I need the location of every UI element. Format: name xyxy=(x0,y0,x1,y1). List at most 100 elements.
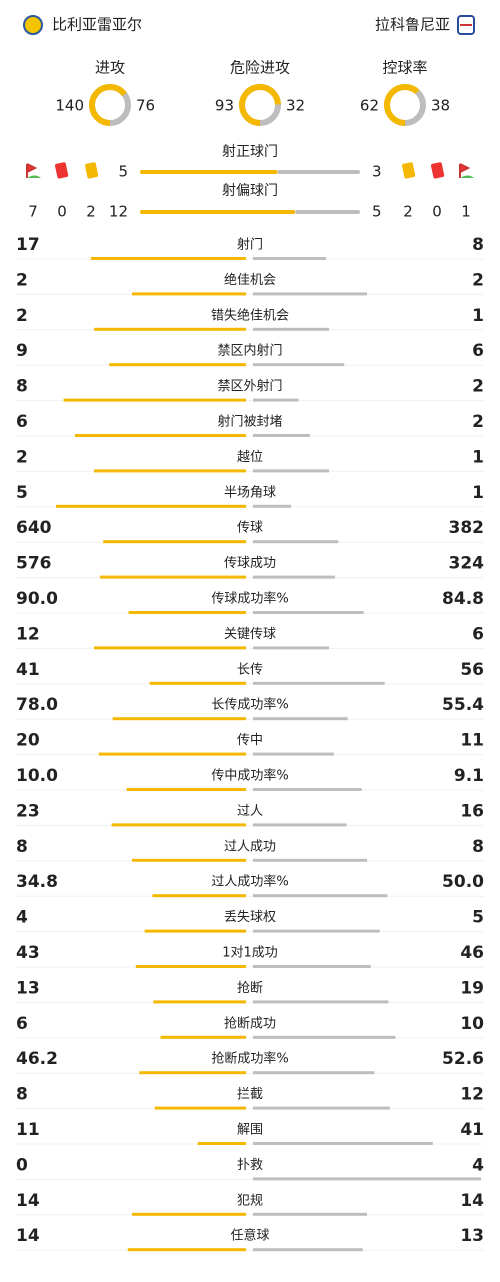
stat-name: 越位 xyxy=(237,450,263,465)
home-value: 20 xyxy=(16,731,40,751)
home-bar xyxy=(94,646,246,650)
home-team: 比利亚雷亚尔 xyxy=(52,16,142,34)
away-bar xyxy=(253,434,310,437)
home-bar xyxy=(197,1142,246,1145)
home-bar xyxy=(132,1212,246,1216)
home-value: 41 xyxy=(16,660,40,680)
red-card-icon xyxy=(55,162,69,179)
away-value: 52.6 xyxy=(442,1049,484,1069)
ring-home xyxy=(384,84,426,126)
home-value: 5 xyxy=(16,483,28,503)
shot-away-value: 5 xyxy=(372,203,382,221)
stat-name: 禁区内射门 xyxy=(217,343,282,359)
away-bar xyxy=(253,540,339,544)
away-value: 56 xyxy=(460,660,484,680)
away-bar xyxy=(253,823,347,827)
ring-away-value: 38 xyxy=(431,97,450,115)
home-value: 17 xyxy=(16,235,40,255)
home-value: 0 xyxy=(16,1155,28,1175)
stat-name: 任意球 xyxy=(230,1228,269,1244)
home-value: 14 xyxy=(16,1226,40,1246)
home-bar xyxy=(75,434,246,437)
ring-home xyxy=(89,84,131,126)
home-bar xyxy=(149,681,246,685)
stat-name: 抢断成功率% xyxy=(211,1051,288,1067)
card-count: 7 xyxy=(28,203,38,221)
stat-name: 长传 xyxy=(237,662,263,677)
home-value: 576 xyxy=(16,554,52,574)
away-bar xyxy=(253,1248,363,1252)
away-icons xyxy=(402,162,474,179)
yellow-card-icon xyxy=(402,162,416,179)
ring-title: 控球率 xyxy=(382,59,427,77)
stat-name: 过人成功率% xyxy=(211,874,288,890)
stat-name: 扑救 xyxy=(237,1157,263,1173)
away-bar xyxy=(253,752,334,756)
stat-name: 长传成功率% xyxy=(211,697,288,713)
stat-name: 传球成功 xyxy=(224,556,276,571)
home-value: 2 xyxy=(16,447,28,467)
home-bar xyxy=(126,788,246,791)
stat-name: 关键传球 xyxy=(224,627,276,642)
card-count: 2 xyxy=(403,203,413,221)
shot-home-value: 5 xyxy=(118,163,128,181)
home-bar xyxy=(103,540,247,544)
stat-name: 犯规 xyxy=(237,1193,263,1208)
home-value: 11 xyxy=(16,1120,40,1140)
home-bar xyxy=(135,965,246,968)
away-value: 12 xyxy=(460,1085,484,1105)
home-value: 23 xyxy=(16,801,40,821)
away-bar xyxy=(253,292,367,296)
home-bar xyxy=(94,327,246,331)
yellow-card-icon xyxy=(85,162,99,179)
away-value: 9.1 xyxy=(454,766,484,786)
stat-name: 绝佳机会 xyxy=(224,272,276,288)
ring-home-value: 62 xyxy=(360,97,379,115)
card-count: 0 xyxy=(57,203,67,221)
ring-away-value: 32 xyxy=(286,97,305,115)
home-value: 46.2 xyxy=(16,1049,58,1069)
stat-name: 射门被封堵 xyxy=(217,414,282,430)
away-value: 2 xyxy=(472,270,484,290)
away-bar xyxy=(253,1071,375,1075)
stat-name: 禁区外射门 xyxy=(217,378,282,394)
away-value: 11 xyxy=(460,731,484,751)
away-value: 50.0 xyxy=(442,872,484,892)
card-count: 1 xyxy=(461,203,471,221)
away-bar xyxy=(253,965,371,968)
home-bar xyxy=(56,504,246,508)
away-bar xyxy=(253,788,362,791)
home-bar xyxy=(100,575,246,579)
home-bar xyxy=(94,469,246,473)
home-bar xyxy=(144,929,246,933)
home-icons xyxy=(26,162,99,179)
home-value: 2 xyxy=(16,306,28,326)
away-value: 84.8 xyxy=(442,589,484,609)
home-value: 8 xyxy=(16,837,28,857)
away-value: 8 xyxy=(472,235,484,255)
stat-name: 半场角球 xyxy=(224,485,276,500)
away-value: 324 xyxy=(449,554,485,574)
home-bar xyxy=(132,858,246,862)
away-value: 13 xyxy=(460,1226,484,1246)
away-bar xyxy=(253,929,380,933)
stat-name: 抢断 xyxy=(237,980,263,996)
corner-icon-grass xyxy=(27,175,41,178)
away-team: 拉科鲁尼亚 xyxy=(375,16,450,34)
shot-bar-home xyxy=(140,210,296,214)
home-value: 12 xyxy=(16,624,40,644)
home-value: 2 xyxy=(16,270,28,290)
corner-icon-grass xyxy=(460,175,474,178)
away-value: 1 xyxy=(472,447,484,467)
away-value: 4 xyxy=(472,1155,484,1175)
away-value: 46 xyxy=(460,943,484,963)
stat-name: 过人成功 xyxy=(224,839,276,854)
away-bar xyxy=(253,1142,433,1145)
corner-icon xyxy=(26,163,38,178)
away-bar xyxy=(253,611,364,614)
stat-name: 传球 xyxy=(237,521,263,536)
stat-name: 传中 xyxy=(237,733,263,748)
home-value: 9 xyxy=(16,341,28,361)
away-value: 382 xyxy=(449,518,485,538)
away-bar xyxy=(253,469,329,473)
